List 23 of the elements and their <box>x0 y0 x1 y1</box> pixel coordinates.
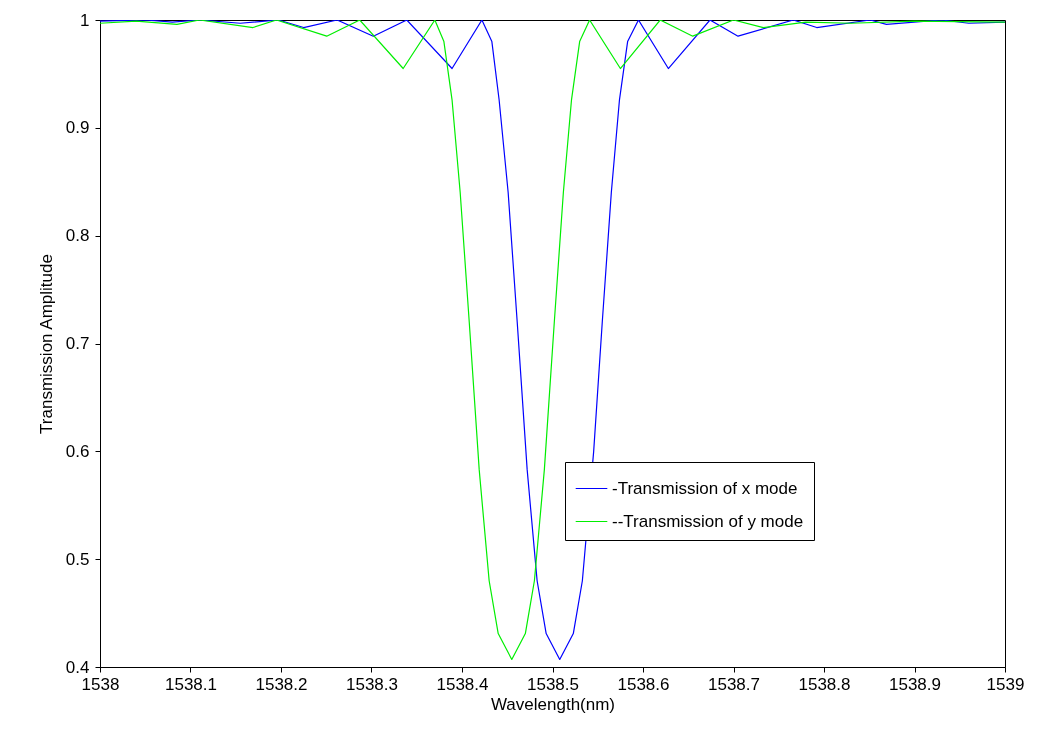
y-axis-title: Transmission Amplitude <box>36 254 56 434</box>
y-tick-label: 1 <box>80 10 90 30</box>
x-tick-label: 1538.6 <box>617 674 670 694</box>
x-tick-label: 1538.5 <box>527 674 579 694</box>
x-tick-label: 1538.7 <box>708 674 760 694</box>
x-tick-label: 1538.3 <box>346 674 398 694</box>
x-tick-label: 1539 <box>986 674 1025 694</box>
y-tick-label: 0.8 <box>65 226 90 246</box>
y-tick-label: 0.4 <box>65 657 90 677</box>
legend-label: -Transmission of x mode <box>612 478 798 498</box>
x-tick-label: 1538.2 <box>255 674 308 694</box>
x-axis-title: Wavelength(nm) <box>490 694 616 714</box>
x-tick-label: 1538.8 <box>798 674 851 694</box>
legend-label: --Transmission of y mode <box>612 511 804 531</box>
line-series <box>100 20 1005 661</box>
y-tick-label: 0.9 <box>65 118 90 138</box>
x-tick-label: 1538.9 <box>889 674 941 694</box>
x-tick-label: 1538.4 <box>436 674 489 694</box>
y-tick-label: 0.6 <box>65 441 90 461</box>
x-tick-label: 1538.1 <box>165 674 217 694</box>
y-tick-label: 0.7 <box>65 334 90 353</box>
y-tick-label: 0.5 <box>65 549 90 569</box>
x-tick-label: 1538 <box>81 674 120 694</box>
